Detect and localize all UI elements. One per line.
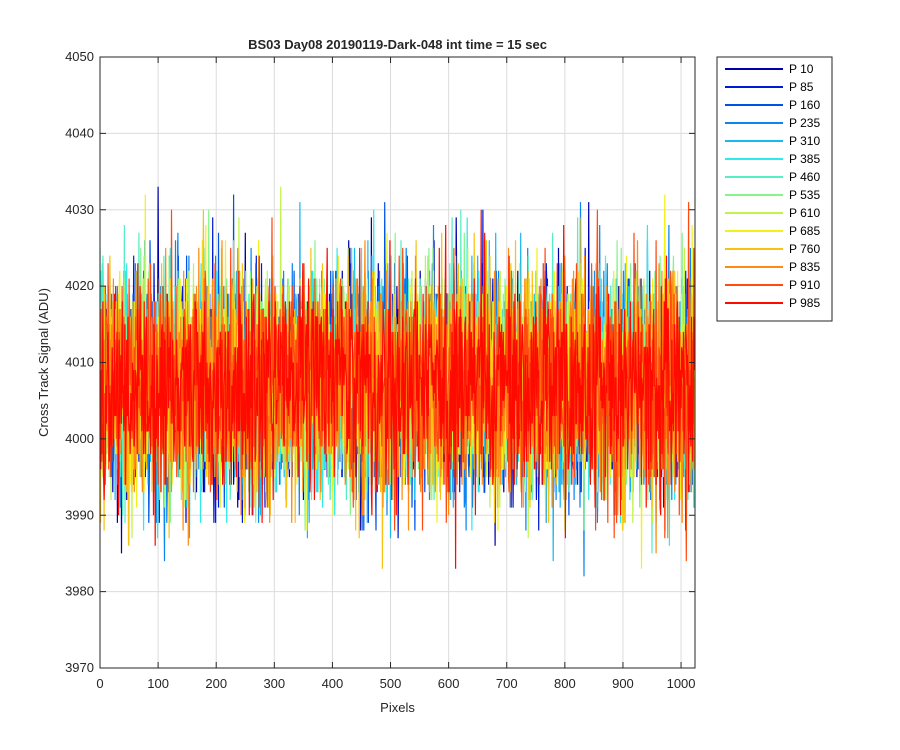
legend-label: P 610 — [789, 206, 820, 220]
x-tick-label: 400 — [322, 676, 344, 691]
legend-label: P 985 — [789, 296, 820, 310]
y-tick-label: 4010 — [65, 355, 94, 370]
axis-ticks: 0 100 200 300 400 500 600 700 800 900 1000 3970 3980… — [65, 49, 695, 691]
y-tick-label: 3970 — [65, 660, 94, 675]
chart-title: BS03 Day08 20190119-Dark-048 int time = … — [248, 37, 547, 52]
legend-label: P 85 — [789, 80, 814, 94]
y-tick-label: 4020 — [65, 278, 94, 293]
legend-label: P 835 — [789, 260, 820, 274]
series-lines — [100, 186, 695, 577]
legend-label: P 385 — [789, 152, 820, 166]
legend-label: P 760 — [789, 242, 820, 256]
y-tick-label: 4000 — [65, 431, 94, 446]
y-tick-label: 3980 — [65, 584, 94, 599]
legend-label: P 10 — [789, 62, 814, 76]
x-tick-label: 800 — [554, 676, 576, 691]
x-tick-label: 200 — [205, 676, 227, 691]
x-tick-label: 0 — [96, 676, 103, 691]
legend-label: P 685 — [789, 224, 820, 238]
legend: P 10 P 85 P 160 P 235 P 310 P 385 P 460 P 535 P … — [716, 56, 833, 322]
legend-label: P 910 — [789, 278, 820, 292]
legend-label: P 460 — [789, 170, 820, 184]
x-tick-label: 600 — [438, 676, 460, 691]
x-tick-label: 1000 — [667, 676, 696, 691]
x-axis-label: Pixels — [380, 700, 415, 715]
legend-label: P 235 — [789, 116, 820, 130]
y-tick-label: 4040 — [65, 125, 94, 140]
legend-label: P 310 — [789, 134, 820, 148]
series-line-p985 — [100, 209, 695, 569]
legend-box — [716, 56, 833, 322]
y-tick-label: 4030 — [65, 202, 94, 217]
y-axis-label: Cross Track Signal (ADU) — [36, 288, 51, 437]
legend-label: P 160 — [789, 98, 820, 112]
x-tick-label: 500 — [380, 676, 402, 691]
x-tick-label: 100 — [147, 676, 169, 691]
x-tick-label: 300 — [263, 676, 285, 691]
legend-label: P 535 — [789, 188, 820, 202]
x-tick-label: 900 — [612, 676, 634, 691]
y-tick-label: 3990 — [65, 507, 94, 522]
y-tick-label: 4050 — [65, 49, 94, 64]
x-tick-label: 700 — [496, 676, 518, 691]
